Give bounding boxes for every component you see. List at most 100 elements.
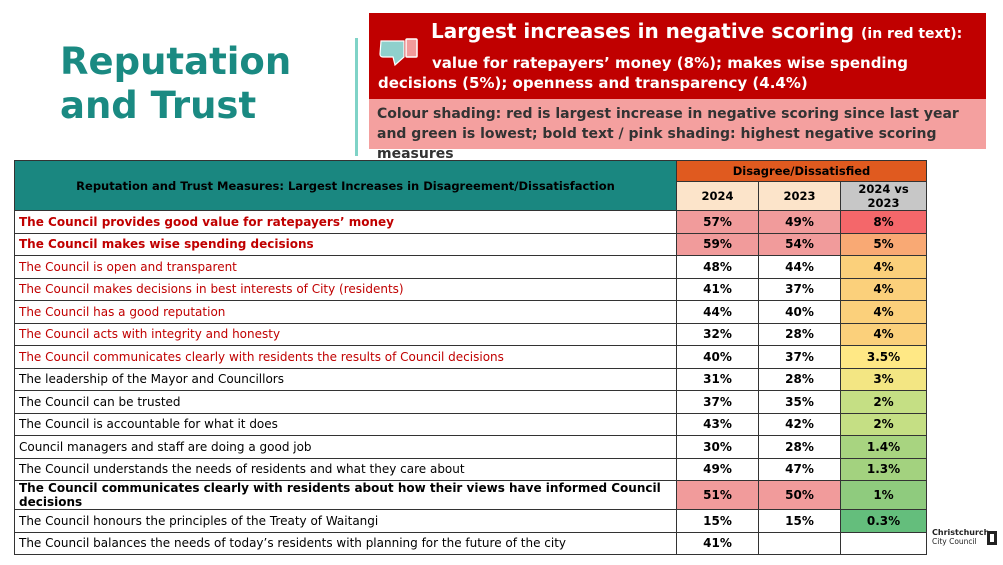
value-diff: 1.4% bbox=[840, 435, 927, 459]
value-diff: 4% bbox=[840, 300, 927, 324]
measures-header: Reputation and Trust Measures: Largest I… bbox=[14, 160, 677, 211]
table-row: The Council provides good value for rate… bbox=[14, 210, 927, 234]
table-header-row: Reputation and Trust Measures: Largest I… bbox=[14, 160, 927, 211]
value-diff: 8% bbox=[840, 210, 927, 234]
page-title-line1: Reputation bbox=[60, 40, 292, 83]
logo-line2: City Council bbox=[932, 537, 977, 546]
value-2024: 32% bbox=[676, 322, 759, 346]
value-2023: 42% bbox=[758, 412, 841, 436]
value-2024: 41% bbox=[676, 277, 759, 301]
value-2023: 37% bbox=[758, 277, 841, 301]
table-row: Council managers and staff are doing a g… bbox=[14, 435, 927, 459]
value-2024: 43% bbox=[676, 412, 759, 436]
legend-box: Colour shading: red is largest increase … bbox=[369, 99, 986, 162]
measure-label: The Council makes decisions in best inte… bbox=[14, 277, 677, 301]
logo-mark-icon bbox=[987, 530, 997, 545]
value-2024: 41% bbox=[676, 531, 759, 555]
measure-label: The leadership of the Mayor and Councill… bbox=[14, 367, 677, 391]
callout-box: Largest increases in negative scoring (i… bbox=[369, 13, 986, 99]
callout-body-line1: value for ratepayers’ money (8%); makes … bbox=[432, 54, 908, 72]
table-row: The Council balances the needs of today’… bbox=[14, 531, 927, 555]
page-title: Reputation and Trust bbox=[60, 40, 340, 128]
measure-label: The Council makes wise spending decision… bbox=[14, 232, 677, 256]
table-row: The Council communicates clearly with re… bbox=[14, 345, 927, 369]
value-2024: 30% bbox=[676, 435, 759, 459]
measure-label: The Council acts with integrity and hone… bbox=[14, 322, 677, 346]
measure-label: The Council communicates clearly with re… bbox=[14, 345, 677, 369]
callout-body-line2: decisions (5%); openness and transparenc… bbox=[378, 74, 808, 92]
value-2024: 57% bbox=[676, 210, 759, 234]
value-2024: 49% bbox=[676, 457, 759, 481]
value-diff: 4% bbox=[840, 277, 927, 301]
page-title-line2: and Trust bbox=[60, 84, 257, 127]
value-2024: 15% bbox=[676, 509, 759, 533]
value-2024: 44% bbox=[676, 300, 759, 324]
value-2023: 28% bbox=[758, 435, 841, 459]
callout-headline: Largest increases in negative scoring (i… bbox=[431, 19, 962, 43]
value-2023: 50% bbox=[758, 480, 841, 510]
value-2023: 37% bbox=[758, 345, 841, 369]
col-2024-header: 2024 bbox=[676, 181, 759, 211]
value-diff: 1.3% bbox=[840, 457, 927, 481]
measure-label: The Council understands the needs of res… bbox=[14, 457, 677, 481]
measure-label: Council managers and staff are doing a g… bbox=[14, 435, 677, 459]
value-2024: 31% bbox=[676, 367, 759, 391]
logo-line1: Christchurch bbox=[932, 528, 990, 537]
value-2023: 15% bbox=[758, 509, 841, 533]
value-2024: 40% bbox=[676, 345, 759, 369]
value-2023: 28% bbox=[758, 322, 841, 346]
measure-label: The Council honours the principles of th… bbox=[14, 509, 677, 533]
value-2023: 49% bbox=[758, 210, 841, 234]
value-2023: 40% bbox=[758, 300, 841, 324]
value-diff: 0.3% bbox=[840, 509, 927, 533]
measure-label: The Council is accountable for what it d… bbox=[14, 412, 677, 436]
legend-text: Colour shading: red is largest increase … bbox=[377, 106, 959, 162]
value-diff: 4% bbox=[840, 322, 927, 346]
value-2023: 44% bbox=[758, 255, 841, 279]
value-diff: 2% bbox=[840, 412, 927, 436]
value-2024: 48% bbox=[676, 255, 759, 279]
table-row: The Council makes decisions in best inte… bbox=[14, 277, 927, 301]
table-row: The Council has a good reputation 44% 40% 4… bbox=[14, 300, 927, 324]
value-2024: 59% bbox=[676, 232, 759, 256]
measure-label: The Council balances the needs of today’… bbox=[14, 531, 677, 555]
table-row: The Council honours the principles of th… bbox=[14, 509, 927, 533]
table-row: The Council is accountable for what it d… bbox=[14, 412, 927, 436]
callout-headline-note: (in red text): bbox=[861, 26, 963, 42]
value-2024: 37% bbox=[676, 390, 759, 414]
value-2023: 28% bbox=[758, 367, 841, 391]
value-diff: 5% bbox=[840, 232, 927, 256]
divider bbox=[355, 38, 358, 156]
value-diff: 3% bbox=[840, 367, 927, 391]
value-2023: 47% bbox=[758, 457, 841, 481]
value-diff: 2% bbox=[840, 390, 927, 414]
measure-label: The Council has a good reputation bbox=[14, 300, 677, 324]
table-row: The Council is open and transparent 48% 44… bbox=[14, 255, 927, 279]
measure-label: The Council provides good value for rate… bbox=[14, 210, 677, 234]
measure-label: The Council can be trusted bbox=[14, 390, 677, 414]
value-2023 bbox=[758, 531, 841, 555]
table-row: The Council can be trusted 37% 35% 2% bbox=[14, 390, 927, 414]
thumbs-down-icon bbox=[377, 37, 421, 71]
table-row: The Council understands the needs of res… bbox=[14, 457, 927, 481]
council-logo: Christchurch City Council bbox=[932, 528, 989, 546]
group-header: Disagree/Dissatisfied bbox=[676, 160, 927, 182]
table-row: The leadership of the Mayor and Councill… bbox=[14, 367, 927, 391]
measure-label: The Council communicates clearly with re… bbox=[14, 480, 677, 510]
value-diff bbox=[840, 531, 927, 555]
col-2023-header: 2023 bbox=[758, 181, 841, 211]
value-2023: 54% bbox=[758, 232, 841, 256]
table-subheader-row: 2024 2023 2024 vs 2023 bbox=[15, 181, 927, 211]
measures-table: Reputation and Trust Measures: Largest I… bbox=[14, 160, 927, 555]
value-2024: 51% bbox=[676, 480, 759, 510]
value-diff: 3.5% bbox=[840, 345, 927, 369]
table-row: The Council communicates clearly with re… bbox=[14, 480, 927, 510]
col-diff-header: 2024 vs 2023 bbox=[840, 181, 927, 211]
table-row: The Council makes wise spending decision… bbox=[14, 232, 927, 256]
callout-headline-text: Largest increases in negative scoring bbox=[431, 19, 855, 43]
table-row: The Council acts with integrity and hone… bbox=[14, 322, 927, 346]
value-diff: 1% bbox=[840, 480, 927, 510]
value-2023: 35% bbox=[758, 390, 841, 414]
callout-body: value for ratepayers’ money (8%); makes … bbox=[378, 53, 978, 93]
measure-label: The Council is open and transparent bbox=[14, 255, 677, 279]
